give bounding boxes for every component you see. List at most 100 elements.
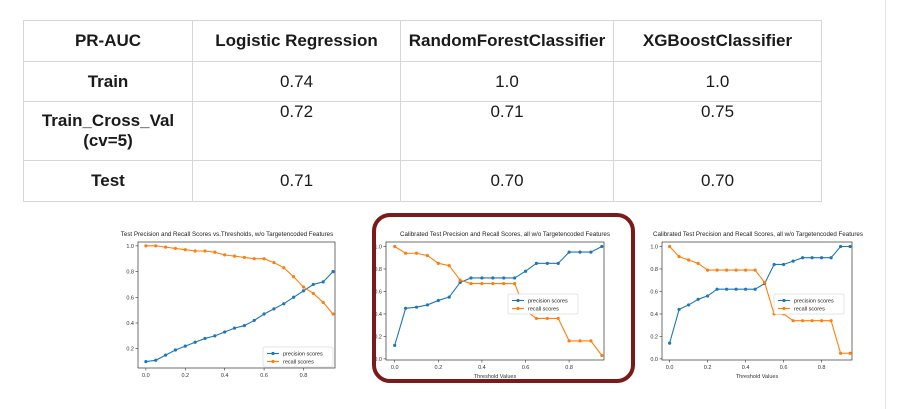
recall-data-point [183,248,187,252]
precision-data-point [782,262,786,267]
legend-box [507,293,579,315]
y-tick-label: 0.4 [126,321,134,327]
x-tick-label: 0.0 [666,365,674,371]
page-edge-divider [885,0,886,409]
y-tick-label: 0.6 [374,289,382,295]
recall-data-point [436,261,440,265]
precision-data-point [839,244,843,249]
chart-title: Calibrated Test Precision and Recall Sco… [653,231,863,238]
recall-data-point [425,253,430,258]
recall-data-point [556,316,560,321]
x-tick-label: 0.4 [742,365,750,371]
row-label: Test [23,160,193,202]
recall-data-point [502,281,506,286]
y-tick-label: 0.2 [126,347,134,353]
legend-swatch-marker [516,298,520,303]
recall-data-point [801,319,805,323]
precision-data-point [154,358,158,362]
chart-precision-recall-vs-thresholds: Test Precision and Recall Scores vs.Thre… [121,231,336,379]
legend-box [773,293,845,315]
y-tick-label: 0.8 [126,270,134,276]
x-tick-label: 0.2 [181,373,189,379]
recall-data-point [331,312,335,316]
recall-data-point [252,257,256,261]
recall-data-point [321,300,325,305]
precision-data-point [578,250,582,254]
precision-data-point [567,250,571,254]
precision-data-point [183,344,187,348]
precision-data-point [282,302,286,306]
precision-data-point [513,276,517,280]
legend-label: precision scores [794,299,834,305]
precision-data-point [301,289,306,293]
precision-series-line [394,246,603,346]
y-tick-label: 1.0 [374,244,382,250]
precision-data-point [801,256,805,260]
table-header-cell: RandomForestClassifier [400,20,614,62]
recall-data-point [144,244,148,248]
precision-data-point [242,323,246,328]
precision-data-point [545,261,549,265]
chart-calibrated-precision-recall-rf: Calibrated Test Precision and Recall Sco… [374,231,610,380]
recall-data-point [763,280,767,285]
precision-data-point [725,287,729,291]
table-cell: 0.75 [613,101,822,161]
precision-data-point [715,287,719,291]
precision-data-point [600,244,604,249]
x-tick-label: 0.0 [391,365,399,371]
recall-data-point [820,319,824,323]
table-row: Test 0.71 0.70 0.70 [23,160,822,202]
precision-data-point [556,261,560,265]
recall-data-point [677,255,681,259]
precision-data-point [447,295,451,299]
recall-data-point [213,250,217,254]
table-cell: 0.71 [400,101,614,161]
precision-data-point [677,307,681,312]
precision-data-point [193,340,197,344]
precision-data-point [311,282,315,287]
precision-data-point [791,259,795,263]
recall-data-point [848,351,852,355]
plot-frame [137,241,336,369]
legend-swatch-marker [516,306,520,311]
precision-data-point [734,287,738,291]
recall-data-point [513,281,517,286]
x-tick-label: 0.4 [478,365,486,371]
y-tick-label: 0.0 [374,357,382,363]
legend-box [262,346,334,368]
precision-data-point [523,269,528,273]
legend-swatch-marker [271,359,275,364]
recall-data-point [706,268,710,272]
x-tick-label: 0.8 [565,365,573,371]
recall-data-point [668,244,672,249]
recall-data-point [404,251,408,255]
y-tick-label: 1.0 [126,244,134,250]
precision-data-point [491,276,495,280]
legend-swatch-marker [782,306,786,311]
chart-title: Test Precision and Recall Scores vs.Thre… [121,231,333,238]
precision-data-point [173,348,178,352]
table-cell: 0.72 [192,101,401,161]
precision-data-point [425,303,430,307]
x-tick-label: 0.2 [434,365,442,371]
recall-data-point [744,268,748,272]
recall-data-point [534,316,539,321]
recall-data-point [311,291,315,296]
recall-data-point [839,351,843,355]
x-tick-label: 0.8 [300,373,308,379]
precision-data-point [436,298,440,303]
precision-data-point [272,307,276,311]
precision-data-point [848,244,852,249]
precision-data-point [829,256,833,260]
recall-data-point [696,261,700,265]
x-tick-label: 0.6 [780,365,788,371]
legend-swatch-marker [271,351,275,356]
y-tick-label: 0.2 [650,334,658,340]
precision-data-point [163,353,168,357]
precision-data-point [458,280,462,285]
chart-title: Calibrated Test Precision and Recall Sco… [400,231,610,238]
legend-swatch-marker [782,298,786,303]
recall-data-point [414,251,419,255]
x-tick-label: 0.0 [142,373,150,379]
precision-data-point [706,294,710,298]
